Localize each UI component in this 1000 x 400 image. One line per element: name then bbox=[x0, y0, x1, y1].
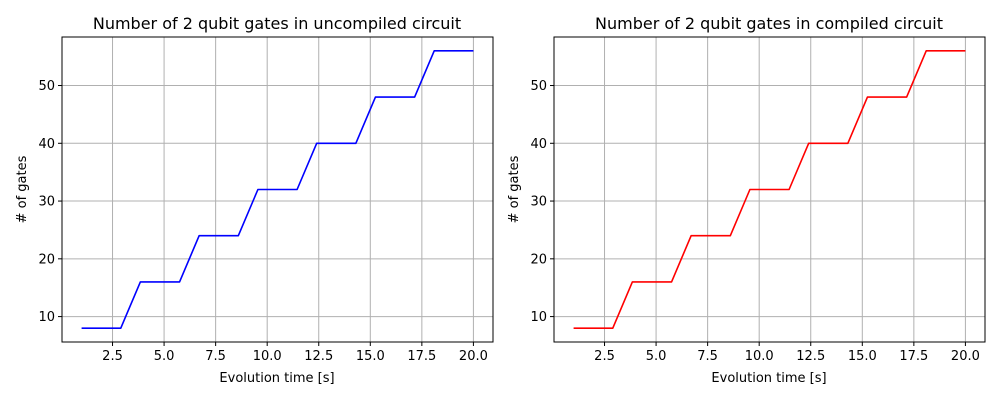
y-tick-label: 50 bbox=[530, 79, 547, 94]
y-tick-label: 10 bbox=[530, 310, 547, 325]
x-tick-label: 10.0 bbox=[745, 349, 774, 364]
uncompiled-series-line bbox=[81, 50, 474, 329]
x-tick-label: 15.0 bbox=[356, 349, 385, 364]
y-axis-label: # of gates bbox=[15, 155, 30, 223]
x-tick-label: 15.0 bbox=[848, 349, 877, 364]
x-tick-label: 17.5 bbox=[407, 349, 436, 364]
compiled-chart-panel: Number of 2 qubit gates in compiled circ… bbox=[507, 14, 986, 386]
y-tick-label: 50 bbox=[38, 79, 55, 94]
x-axis-label: Evolution time [s] bbox=[711, 371, 826, 386]
series-layer bbox=[573, 50, 966, 329]
y-tick-label: 40 bbox=[530, 137, 547, 152]
x-tick-label: 5.0 bbox=[154, 349, 175, 364]
x-tick-label: 7.5 bbox=[205, 349, 226, 364]
x-tick-label: 7.5 bbox=[697, 349, 718, 364]
axes-frame bbox=[553, 36, 986, 343]
x-tick-label: 10.0 bbox=[253, 349, 282, 364]
y-axis-label: # of gates bbox=[507, 155, 522, 223]
x-axis-label: Evolution time [s] bbox=[219, 371, 334, 386]
y-tick-label: 30 bbox=[38, 195, 55, 210]
chart-title: Number of 2 qubit gates in uncompiled ci… bbox=[93, 14, 461, 33]
grid-layer bbox=[62, 37, 493, 342]
x-tick-label: 12.5 bbox=[304, 349, 333, 364]
uncompiled-chart-panel: Number of 2 qubit gates in uncompiled ci… bbox=[15, 14, 494, 386]
y-tick-label: 20 bbox=[530, 252, 547, 267]
y-tick-label: 10 bbox=[38, 310, 55, 325]
x-tick-label: 20.0 bbox=[951, 349, 980, 364]
x-tick-label: 5.0 bbox=[646, 349, 667, 364]
x-tick-label: 2.5 bbox=[102, 349, 123, 364]
axes-frame bbox=[61, 36, 494, 343]
series-layer bbox=[81, 50, 474, 329]
x-tick-label: 17.5 bbox=[899, 349, 928, 364]
x-tick-label: 12.5 bbox=[796, 349, 825, 364]
y-tick-label: 20 bbox=[38, 252, 55, 267]
compiled-series-line bbox=[573, 50, 966, 329]
y-tick-label: 30 bbox=[530, 195, 547, 210]
chart-title: Number of 2 qubit gates in compiled circ… bbox=[595, 14, 943, 33]
tick-layer: 2.5 5.0 7.5 10.0 12.5 15.0 17.5 20.0 10 20 30 40 50 bbox=[530, 79, 979, 364]
x-tick-label: 20.0 bbox=[459, 349, 488, 364]
x-tick-label: 2.5 bbox=[594, 349, 615, 364]
tick-layer: 2.5 5.0 7.5 10.0 12.5 15.0 17.5 20.0 10 20 30 40 50 bbox=[38, 79, 487, 364]
grid-layer bbox=[554, 37, 985, 342]
y-tick-label: 40 bbox=[38, 137, 55, 152]
